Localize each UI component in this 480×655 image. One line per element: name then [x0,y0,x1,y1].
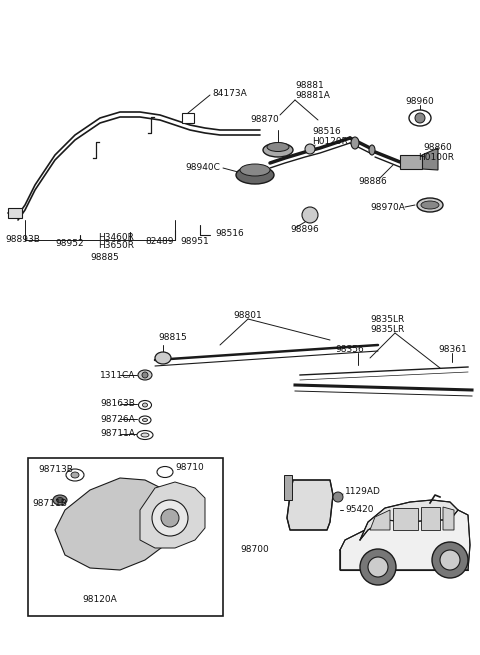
Polygon shape [140,482,205,548]
Text: 98516: 98516 [215,229,244,238]
Ellipse shape [421,201,439,209]
Text: 9835LR: 9835LR [370,326,404,335]
Text: 98700: 98700 [240,546,269,555]
Text: 98516: 98516 [312,128,341,136]
Bar [182,113,194,123]
Ellipse shape [71,472,79,478]
Polygon shape [421,507,440,530]
Ellipse shape [417,198,443,212]
Bar [400,155,422,169]
Text: 98356: 98356 [335,345,364,354]
Text: 98896: 98896 [290,225,319,234]
Ellipse shape [141,433,149,437]
Ellipse shape [409,110,431,126]
Text: H3650R: H3650R [98,242,134,250]
Text: H0120R: H0120R [312,138,348,147]
Text: 98711A: 98711A [100,430,135,438]
Text: 95420: 95420 [345,506,373,514]
Circle shape [161,509,179,527]
Polygon shape [370,510,390,530]
Text: 98120A: 98120A [82,595,117,605]
Circle shape [333,492,343,502]
Text: 98960: 98960 [405,98,434,107]
Ellipse shape [236,166,274,184]
Ellipse shape [155,352,171,364]
Ellipse shape [143,403,147,407]
Circle shape [302,207,318,223]
Text: 84173A: 84173A [212,88,247,98]
Polygon shape [443,507,454,530]
Text: 98940C: 98940C [185,164,220,172]
Text: 98711B: 98711B [32,498,67,508]
Text: 98952: 98952 [55,238,84,248]
Bar [284,475,292,500]
Circle shape [360,549,396,585]
Text: 98801: 98801 [234,310,263,320]
Text: 9835LR: 9835LR [370,316,404,324]
Text: 1129AD: 1129AD [345,487,381,496]
Text: 98881: 98881 [295,81,324,90]
Ellipse shape [263,143,293,157]
Text: H0100R: H0100R [418,153,454,162]
Ellipse shape [137,430,153,440]
Ellipse shape [143,419,147,422]
Text: 98885: 98885 [90,253,119,263]
Text: 98870: 98870 [251,115,279,124]
Text: H3460R: H3460R [98,233,134,242]
Circle shape [415,113,425,123]
Ellipse shape [57,498,63,502]
Text: 98881A: 98881A [295,90,330,100]
Text: 1311CA: 1311CA [100,371,135,379]
Polygon shape [340,510,470,570]
Circle shape [432,542,468,578]
Circle shape [152,500,188,536]
Text: 82489: 82489 [145,238,173,246]
Text: 98163B: 98163B [100,398,135,407]
Ellipse shape [351,137,359,149]
Text: 98815: 98815 [158,333,187,343]
Ellipse shape [267,143,289,151]
Bar [8,208,22,218]
Ellipse shape [138,370,152,380]
Text: 98951: 98951 [180,238,209,246]
Ellipse shape [66,469,84,481]
Text: 98361: 98361 [438,345,467,354]
Circle shape [368,557,388,577]
Bar [28,458,223,616]
Text: 98710: 98710 [175,464,204,472]
Ellipse shape [240,164,270,176]
Ellipse shape [369,145,375,155]
Polygon shape [422,148,438,170]
Polygon shape [287,480,333,530]
Polygon shape [393,508,418,530]
Circle shape [305,144,315,154]
Polygon shape [360,500,458,540]
Ellipse shape [139,400,152,409]
Text: 98970A: 98970A [370,204,405,212]
Circle shape [440,550,460,570]
Ellipse shape [157,466,173,477]
Text: 98893B: 98893B [5,236,40,244]
Circle shape [142,372,148,378]
Text: 98726A: 98726A [100,415,135,424]
Ellipse shape [139,416,151,424]
Text: 98860: 98860 [423,143,452,153]
Text: 98886: 98886 [358,178,387,187]
Polygon shape [55,478,175,570]
Text: 98713B: 98713B [38,466,73,474]
Ellipse shape [53,495,67,505]
